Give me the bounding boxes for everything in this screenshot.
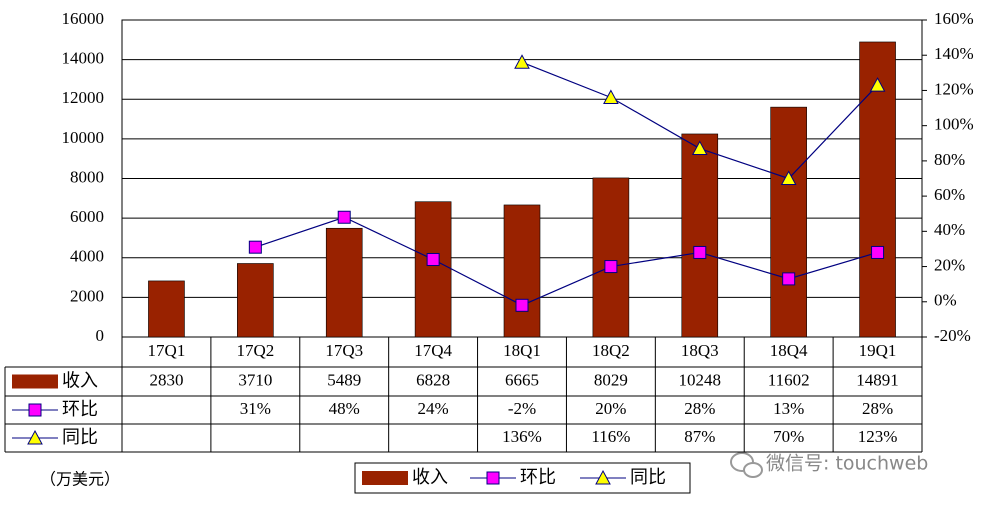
legend-key <box>362 471 408 485</box>
x-tick-label: 17Q2 <box>236 341 274 360</box>
y-tick-label: 8000 <box>70 167 104 186</box>
marker <box>780 170 797 185</box>
marker <box>27 429 43 445</box>
y-tick-label: 4000 <box>70 247 104 266</box>
y2-tick-label: 160% <box>934 9 974 28</box>
bar <box>325 227 363 338</box>
y2-tick-label: 140% <box>934 44 974 63</box>
y2-tick-label: 20% <box>934 255 965 274</box>
bar <box>592 177 630 338</box>
marker <box>869 77 886 92</box>
table-value: 5489 <box>327 370 361 389</box>
watermark-icon <box>743 462 763 478</box>
bar <box>237 263 274 338</box>
marker <box>871 245 885 259</box>
y-tick-label: 0 <box>96 326 105 345</box>
table-legend-key <box>12 374 58 389</box>
y-tick-label: 10000 <box>62 128 105 147</box>
table-value: 20% <box>595 399 626 418</box>
x-tick-label: 17Q4 <box>414 341 452 360</box>
y2-tick-label: 40% <box>934 220 965 239</box>
table-value: 70% <box>773 427 804 446</box>
legend-box <box>354 462 691 494</box>
x-tick-label: 18Q1 <box>503 341 541 360</box>
y2-tick-label: -20% <box>934 326 971 345</box>
table-value: 6828 <box>416 370 450 389</box>
y-tick-label: 6000 <box>70 207 104 226</box>
marker <box>515 298 529 312</box>
watermark: 微信号: touchweb <box>730 452 928 478</box>
table-value: -2% <box>508 399 536 418</box>
table-value: 116% <box>591 427 630 446</box>
table-value: 11602 <box>768 370 810 389</box>
y2-tick-label: 100% <box>934 115 974 134</box>
x-tick-label: 17Q3 <box>325 341 363 360</box>
x-tick-label: 18Q3 <box>681 341 719 360</box>
marker <box>248 240 262 254</box>
table-value: 28% <box>862 399 893 418</box>
bar <box>681 133 719 338</box>
legend-label: 收入 <box>412 467 448 488</box>
table-value: 2830 <box>149 370 183 389</box>
table-series-name: 环比 <box>62 399 98 420</box>
y-tick-label: 14000 <box>62 49 105 68</box>
bar <box>148 280 185 338</box>
marker <box>691 140 708 156</box>
bar <box>770 106 807 338</box>
legend-label: 同比 <box>630 467 666 488</box>
marker <box>28 403 42 417</box>
y2-tick-label: 60% <box>934 185 965 204</box>
table-value: 6665 <box>505 370 539 389</box>
line <box>255 216 878 306</box>
marker <box>604 260 618 274</box>
y2-tick-label: 120% <box>934 79 974 98</box>
marker <box>603 89 619 104</box>
unit-note: （万美元） <box>40 470 120 489</box>
y2-tick-label: 80% <box>934 150 965 169</box>
table-value: 13% <box>773 399 804 418</box>
x-tick-label: 17Q1 <box>148 341 186 360</box>
table-value: 136% <box>502 427 542 446</box>
x-tick-label: 19Q1 <box>859 341 897 360</box>
marker <box>595 469 611 485</box>
marker <box>693 245 707 259</box>
marker <box>782 272 796 286</box>
table-value: 8029 <box>594 370 628 389</box>
y-tick-label: 2000 <box>70 286 104 305</box>
marker <box>486 471 500 485</box>
table-value: 24% <box>418 399 449 418</box>
marker <box>514 54 530 69</box>
y2-tick-label: 0% <box>934 291 957 310</box>
marker <box>337 210 351 224</box>
bar <box>414 201 452 338</box>
table-value: 14891 <box>856 370 899 389</box>
y-tick-label: 12000 <box>62 88 105 107</box>
legend-label: 环比 <box>520 467 556 488</box>
table-value: 48% <box>329 399 360 418</box>
table-value: 28% <box>684 399 715 418</box>
bar <box>503 204 541 338</box>
x-tick-label: 18Q4 <box>770 341 808 360</box>
table-value: 87% <box>684 427 715 446</box>
table-series-name: 同比 <box>62 427 98 448</box>
table-value: 31% <box>240 399 271 418</box>
x-tick-label: 18Q2 <box>592 341 630 360</box>
table-value: 3710 <box>238 370 272 389</box>
y-tick-label: 16000 <box>62 9 105 28</box>
table-series-name: 收入 <box>62 371 98 392</box>
table-value: 123% <box>858 427 898 446</box>
table-value: 10248 <box>679 370 722 389</box>
marker <box>426 253 440 267</box>
watermark-text: 微信号: touchweb <box>766 453 928 475</box>
